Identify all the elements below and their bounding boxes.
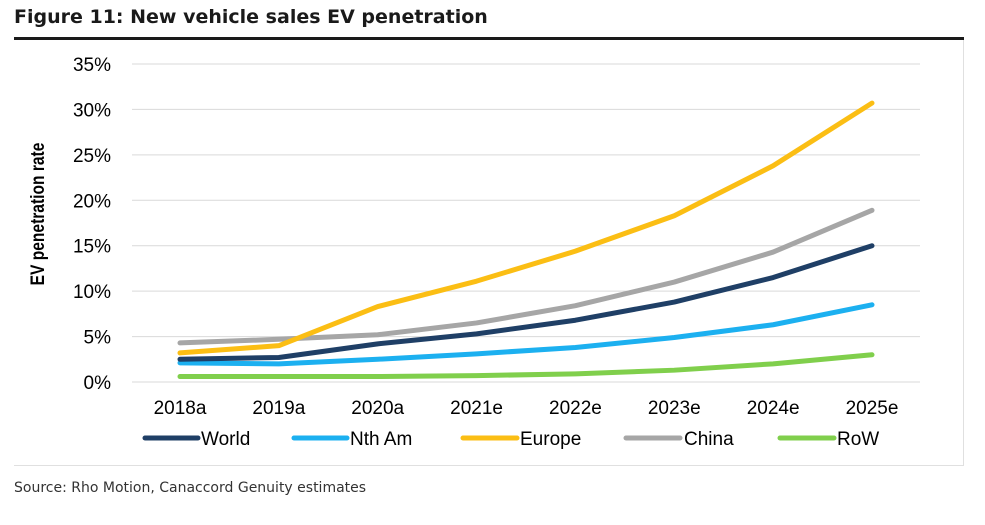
legend-label: World <box>201 429 250 450</box>
y-tick-label: 15% <box>73 237 111 258</box>
legend-label: RoW <box>837 429 879 450</box>
x-tick-label: 2021e <box>450 398 503 419</box>
line-chart: 0%5%10%15%20%25%30%35% 2018a 2019a 2020a 20… <box>27 55 920 450</box>
x-tick-label: 2020a <box>351 398 404 419</box>
y-axis-label: EV penetration rate <box>27 142 49 285</box>
x-axis-ticks: 2018a 2019a 2020a 2021e 2022e 2023e 2024e 2025e <box>154 398 899 419</box>
series-line-world <box>177 243 875 362</box>
y-tick-label: 30% <box>73 100 111 121</box>
x-tick-label: 2023e <box>648 398 701 419</box>
series-line-nth-am <box>177 302 875 367</box>
y-tick-label: 20% <box>73 191 111 212</box>
chart-frame <box>14 40 964 466</box>
series-line-row <box>177 352 875 380</box>
legend-label: Europe <box>520 429 581 450</box>
legend: World Nth Am Europe China RoW <box>142 429 879 450</box>
source-note: Source: Rho Motion, Canaccord Genuity es… <box>14 480 367 496</box>
legend-label: China <box>684 429 734 450</box>
gridlines <box>132 63 920 383</box>
y-tick-label: 5% <box>84 328 112 349</box>
figure-title: Figure 11: New vehicle sales EV penetrat… <box>14 6 488 28</box>
legend-label: Nth Am <box>350 429 412 450</box>
series-lines <box>177 100 875 380</box>
x-tick-label: 2025e <box>846 398 899 419</box>
x-tick-label: 2024e <box>747 398 800 419</box>
y-tick-label: 0% <box>84 373 112 394</box>
y-tick-label: 10% <box>73 282 111 303</box>
x-tick-label: 2019a <box>252 398 305 419</box>
title-rule <box>14 37 964 40</box>
x-tick-label: 2022e <box>549 398 602 419</box>
series-line-europe <box>177 100 875 356</box>
y-tick-label: 35% <box>73 55 111 76</box>
x-tick-label: 2018a <box>154 398 207 419</box>
y-tick-label: 25% <box>73 146 111 167</box>
y-axis-ticks: 0% 5% 10% 15% 20% 25% 30% 35% <box>73 55 111 394</box>
